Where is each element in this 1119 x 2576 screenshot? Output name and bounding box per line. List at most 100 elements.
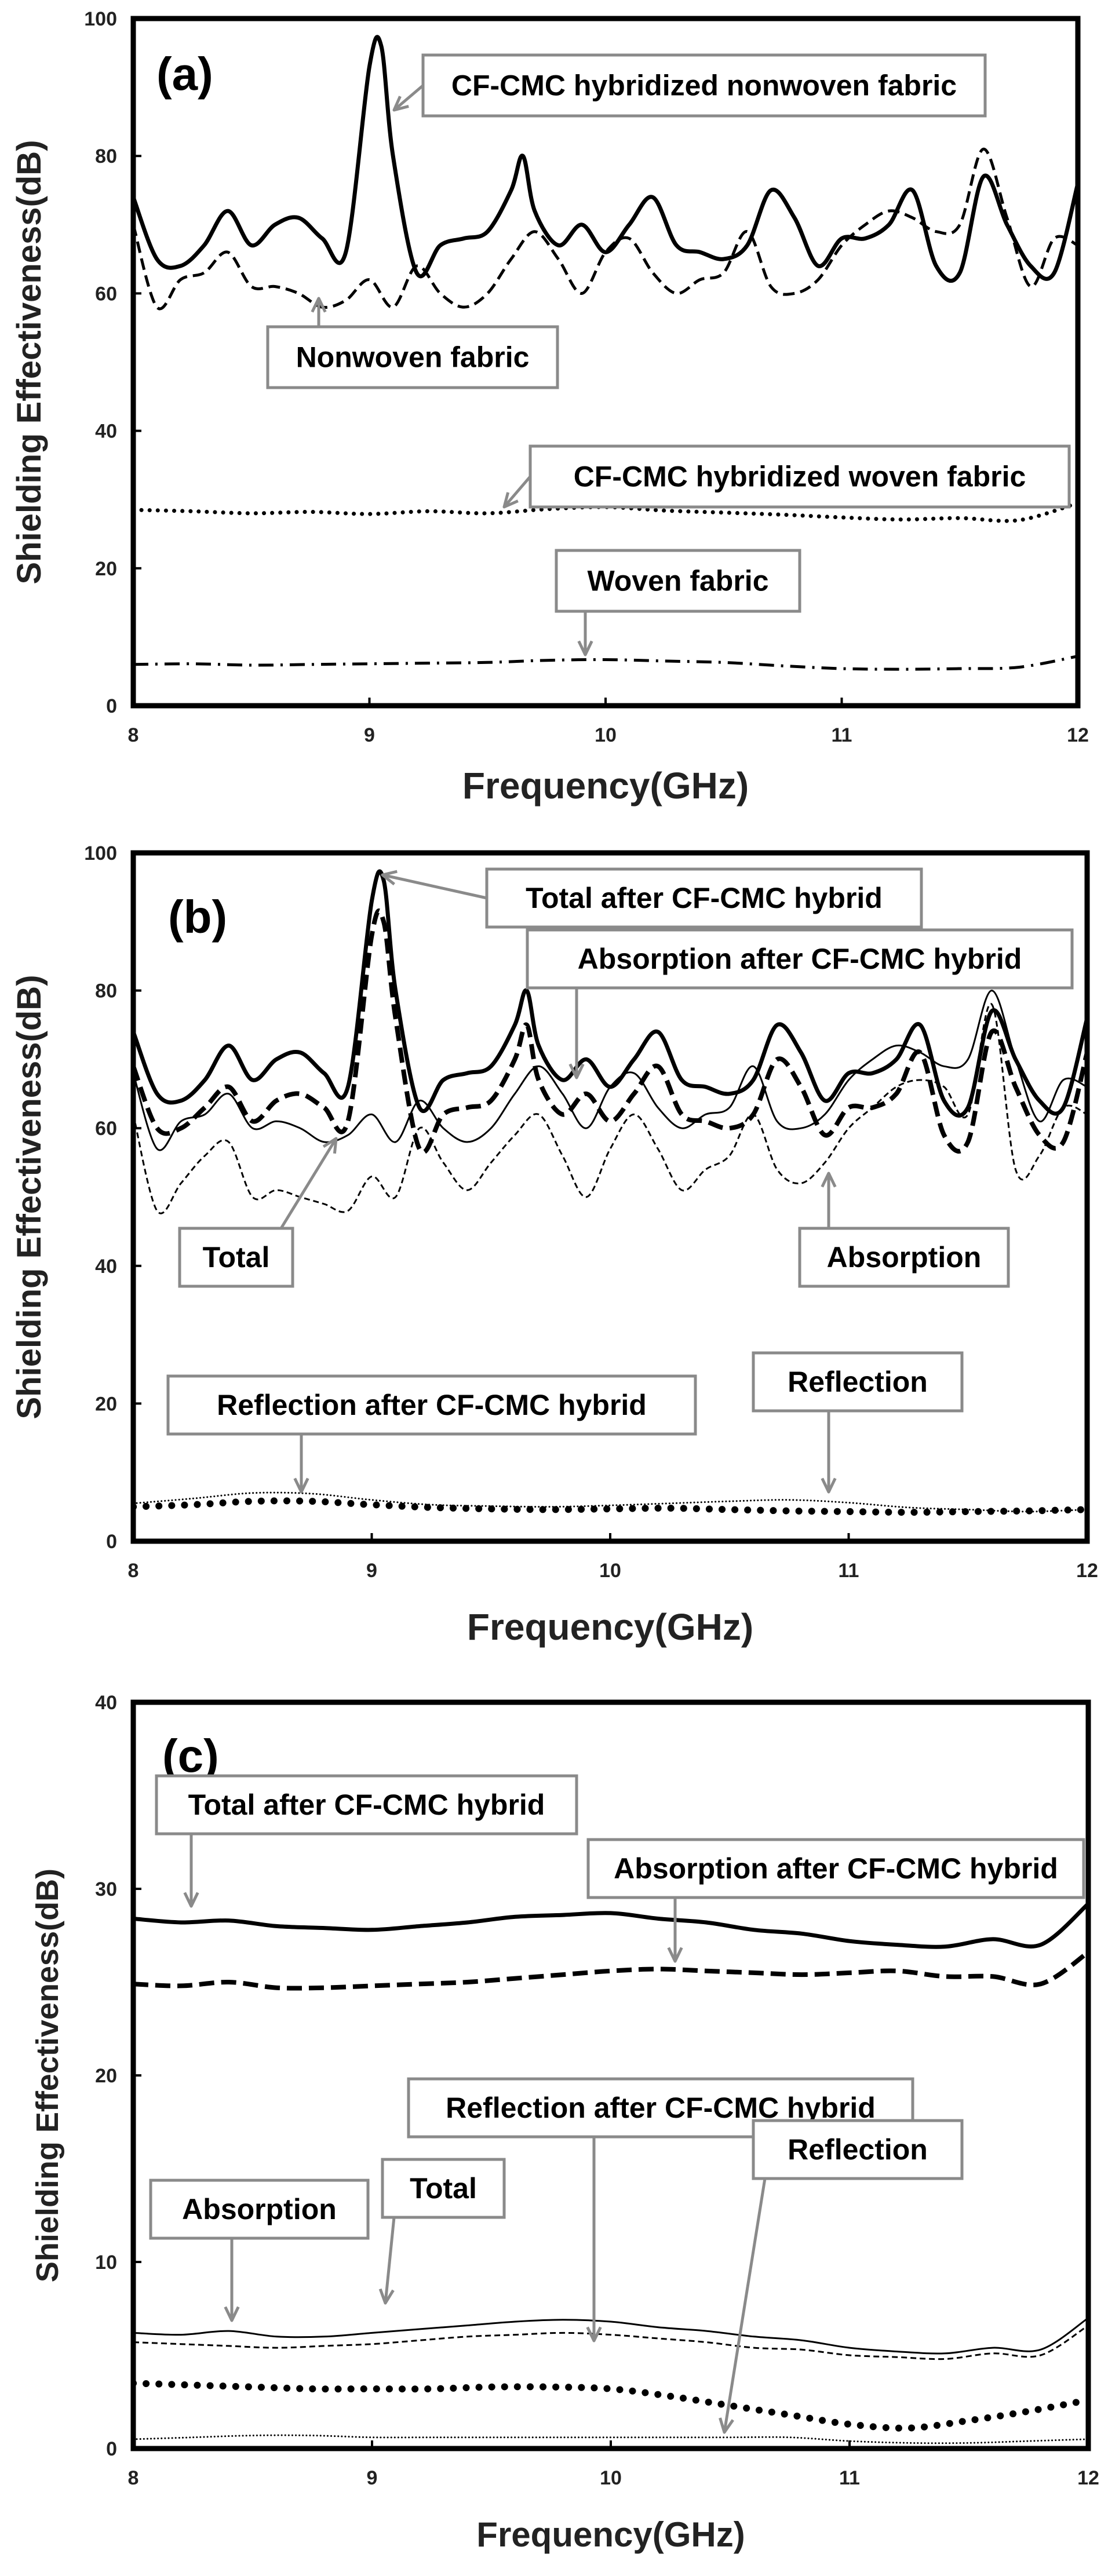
annotation-label: Reflection after CF-CMC hybrid [217,1389,647,1421]
series-line-total [133,990,1087,1151]
annotation-reflection: Reflection [752,1351,964,1494]
annotation-leader [393,84,424,111]
annotation-reflection-after-cf-cmc-hybrid: Reflection after CF-CMC hybrid [166,1374,697,1494]
annotation-total: Total [178,1137,338,1288]
y-tick-label: 100 [84,8,117,30]
annotation-box [178,1227,294,1288]
chart-panel-a: 8 9 10 11 12 0 20 40 60 80 100 Frequency(GHz) Shield… [10,8,1089,807]
x-tick-label: 10 [595,724,617,746]
y-tick-label: 60 [95,283,117,305]
series-group [133,869,1087,1516]
annotation-box [526,928,1074,990]
series-line-absorption [133,2325,1088,2360]
annotation-label: Absorption [182,2193,337,2225]
chart-panel-b: 8 9 10 11 12 0 20 40 60 80 100 Frequency(GHz) Shield… [10,842,1098,1648]
chart-panel-c: 8 9 10 11 12 0 10 20 30 40 Frequency(GHz) Shielding… [30,1692,1099,2554]
x-axis-title: Frequency(GHz) [476,2515,745,2554]
y-axis-title: Shielding Effectiveness(dB) [30,1869,65,2282]
x-axis-title: Frequency(GHz) [462,765,749,807]
annotation-label: Total after CF-CMC hybrid [188,1789,545,1821]
annotation-label: Reflection [788,2133,928,2166]
arrow-head-icon [577,640,593,656]
x-tick-label: 8 [128,724,139,746]
annotation-box [155,1774,578,1836]
annotation-label: Reflection [788,1366,928,1398]
annotation-reflection-after-cf-cmc-hybrid: Reflection after CF-CMC hybrid [407,2077,914,2343]
arrow-head-icon [293,1477,309,1494]
arrow-head-icon [311,297,327,313]
y-tick-label: 20 [95,558,117,580]
arrow-head-icon [568,1063,585,1079]
x-tick-label: 10 [599,1560,621,1582]
x-tick-label: 9 [366,1560,377,1582]
x-tick-label: 9 [364,724,375,746]
y-tick-label: 0 [106,695,117,717]
y-tick-label: 100 [84,842,117,864]
series-line-reflection-after-cf-cmc-hybrid [133,1497,1087,1516]
annotation-absorption-after-cf-cmc-hybrid: Absorption after CF-CMC hybrid [586,1838,1085,1963]
y-tick-label: 10 [95,2252,117,2274]
annotation-box [752,2119,964,2180]
annotation-cf-cmc-hybridized-woven-fabric: CF-CMC hybridized woven fabric [502,444,1071,509]
annotation-leader [503,475,531,508]
panel-label: (b) [168,891,227,943]
x-tick-label: 8 [128,2467,139,2489]
arrow-head-icon [392,96,409,112]
y-tick-label: 0 [106,1531,117,1553]
arrow-head-icon [821,1477,837,1494]
arrow-head-icon [667,1947,683,1963]
annotation-box [798,1227,1010,1288]
y-tick-label: 30 [95,1878,117,1900]
annotation-label: Nonwoven fabric [296,341,530,374]
annotation-box [266,325,559,389]
arrow-head-icon [224,2306,240,2322]
panel-label: (c) [162,1730,219,1782]
y-tick-label: 60 [95,1118,117,1140]
x-tick-label: 12 [1077,2467,1099,2489]
annotation-box [528,444,1071,509]
annotation-woven-fabric: Woven fabric [555,549,801,656]
panel-label: (a) [156,48,213,100]
annotation-total: Total [378,2158,506,2305]
annotation-label: Absorption [827,1241,982,1274]
annotation-box [485,867,923,929]
annotation-label: Total after CF-CMC hybrid [526,882,883,914]
arrow-head-icon [502,492,519,509]
annotation-box [421,53,987,118]
annotation-absorption: Absorption [798,1172,1010,1288]
y-tick-label: 20 [95,1393,117,1415]
annotation-label: CF-CMC hybridized nonwoven fabric [451,70,957,102]
annotation-box [149,2179,370,2240]
annotation-box [752,1351,964,1413]
x-tick-label: 11 [839,1560,859,1582]
annotation-leader [723,2178,767,2433]
series-group [133,1902,1088,2444]
x-tick-label: 12 [1076,1560,1098,1582]
annotation-cf-cmc-hybridized-nonwoven-fabric: CF-CMC hybridized nonwoven fabric [392,53,987,118]
x-tick-label: 10 [600,2467,622,2489]
series-line-nonwoven-fabric [133,147,1078,311]
annotation-box [586,1838,1085,1899]
annotation-leader [384,2217,396,2304]
arrow-head-icon [183,1892,199,1908]
y-axis-title: Shielding Effectiveness(dB) [10,975,48,1419]
y-axis-title: Shielding Effectiveness(dB) [10,140,48,584]
y-tick-label: 80 [95,980,117,1002]
series-line-cf-cmc-hybridized-nonwoven-fabric [133,35,1078,283]
x-tick-label: 12 [1067,724,1089,746]
annotation-label: Absorption after CF-CMC hybrid [614,1852,1058,1885]
y-tick-label: 40 [95,421,117,443]
arrow-head-icon [719,2417,734,2434]
x-axis-title: Frequency(GHz) [467,1606,753,1648]
arrow-head-icon [381,870,398,886]
x-tick-label: 11 [839,2467,860,2489]
series-line-reflection-after-cf-cmc-hybrid [133,2380,1088,2432]
annotation-total-after-cf-cmc-hybrid: Total after CF-CMC hybrid [381,867,923,929]
annotation-total-after-cf-cmc-hybrid: Total after CF-CMC hybrid [155,1774,578,1908]
annotation-label: Total [203,1241,270,1274]
series-line-absorption [133,1003,1087,1214]
annotation-label: Woven fabric [587,565,768,597]
y-tick-label: 0 [106,2438,117,2460]
annotation-box [555,549,801,613]
